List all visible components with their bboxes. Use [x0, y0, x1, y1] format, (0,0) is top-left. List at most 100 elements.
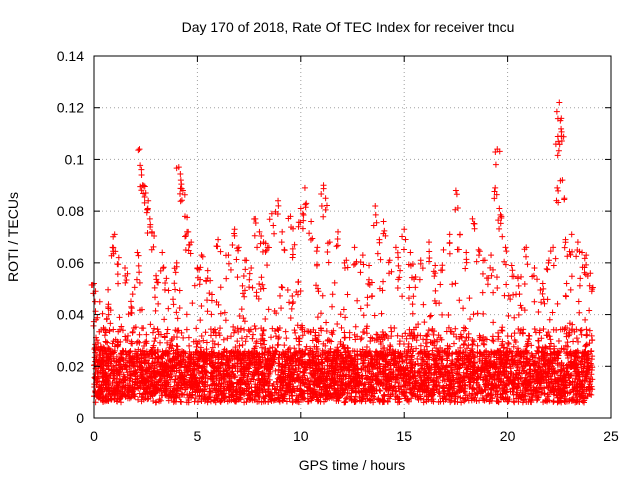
data-point	[248, 384, 255, 391]
data-points	[88, 99, 596, 406]
data-point	[566, 379, 573, 386]
data-point	[276, 374, 283, 381]
data-point	[281, 342, 288, 349]
data-point	[165, 348, 172, 355]
data-point	[147, 321, 154, 328]
data-point	[163, 379, 170, 386]
data-point	[572, 399, 579, 406]
data-point	[420, 356, 427, 363]
data-point	[409, 352, 416, 359]
data-point	[492, 365, 499, 372]
data-point	[160, 371, 167, 378]
data-point	[297, 288, 304, 295]
data-point	[273, 348, 280, 355]
data-point	[369, 366, 376, 373]
data-point	[221, 349, 228, 356]
data-point	[515, 311, 522, 318]
data-point	[104, 386, 111, 393]
data-point	[528, 350, 535, 357]
data-point	[152, 387, 159, 394]
data-point	[105, 286, 112, 293]
data-point	[197, 317, 204, 324]
data-point	[546, 316, 553, 323]
data-point	[511, 377, 518, 384]
data-point	[100, 370, 107, 377]
data-point	[449, 369, 456, 376]
data-point	[275, 341, 282, 348]
data-point	[457, 362, 464, 369]
data-point	[208, 297, 215, 304]
data-point	[226, 377, 233, 384]
data-point	[170, 347, 177, 354]
data-point	[236, 342, 243, 349]
data-point	[269, 344, 276, 351]
data-point	[546, 397, 553, 404]
data-point	[332, 367, 339, 374]
data-point	[185, 334, 192, 341]
data-point	[442, 396, 449, 403]
data-point	[149, 344, 156, 351]
data-point	[384, 374, 391, 381]
data-point	[209, 376, 216, 383]
data-point	[394, 394, 401, 401]
data-point	[455, 356, 462, 363]
data-point	[428, 339, 435, 346]
data-point	[180, 356, 187, 363]
data-point	[366, 396, 373, 403]
data-point	[199, 380, 206, 387]
data-point	[448, 351, 455, 358]
data-point	[363, 364, 370, 371]
data-point	[457, 379, 464, 386]
data-point	[553, 350, 560, 357]
data-point	[303, 343, 310, 350]
data-point	[338, 324, 345, 331]
data-point	[209, 338, 216, 345]
data-point	[437, 281, 444, 288]
data-point	[334, 344, 341, 351]
data-point	[225, 362, 232, 369]
data-point	[385, 391, 392, 398]
data-point	[366, 363, 373, 370]
data-point	[368, 379, 375, 386]
data-point	[136, 279, 143, 286]
data-point	[216, 350, 223, 357]
data-point	[540, 326, 547, 333]
data-point	[144, 391, 151, 398]
data-point	[279, 284, 286, 291]
data-point	[202, 378, 209, 385]
data-point	[463, 334, 470, 341]
data-point	[263, 375, 270, 382]
data-point	[272, 351, 279, 358]
data-point	[479, 337, 486, 344]
data-point	[462, 325, 469, 332]
data-point	[246, 368, 253, 375]
data-point	[182, 359, 189, 366]
data-point	[192, 388, 199, 395]
data-point	[237, 381, 244, 388]
data-point	[286, 395, 293, 402]
data-point	[271, 389, 278, 396]
data-point	[535, 308, 542, 315]
data-point	[495, 329, 502, 336]
data-point	[293, 392, 300, 399]
data-point	[99, 310, 106, 317]
data-point	[192, 349, 199, 356]
data-point	[565, 354, 572, 361]
data-point	[334, 372, 341, 379]
data-point	[301, 370, 308, 377]
data-point	[141, 386, 148, 393]
data-point	[260, 285, 267, 292]
data-point	[550, 398, 557, 405]
data-point	[146, 373, 153, 380]
data-point	[225, 358, 232, 365]
data-point	[423, 332, 430, 339]
data-point	[379, 356, 386, 363]
data-point	[447, 384, 454, 391]
data-point	[236, 388, 243, 395]
data-point	[488, 361, 495, 368]
data-point	[126, 395, 133, 402]
data-point	[309, 374, 316, 381]
data-point	[397, 384, 404, 391]
data-point	[454, 398, 461, 405]
data-point	[552, 368, 559, 375]
